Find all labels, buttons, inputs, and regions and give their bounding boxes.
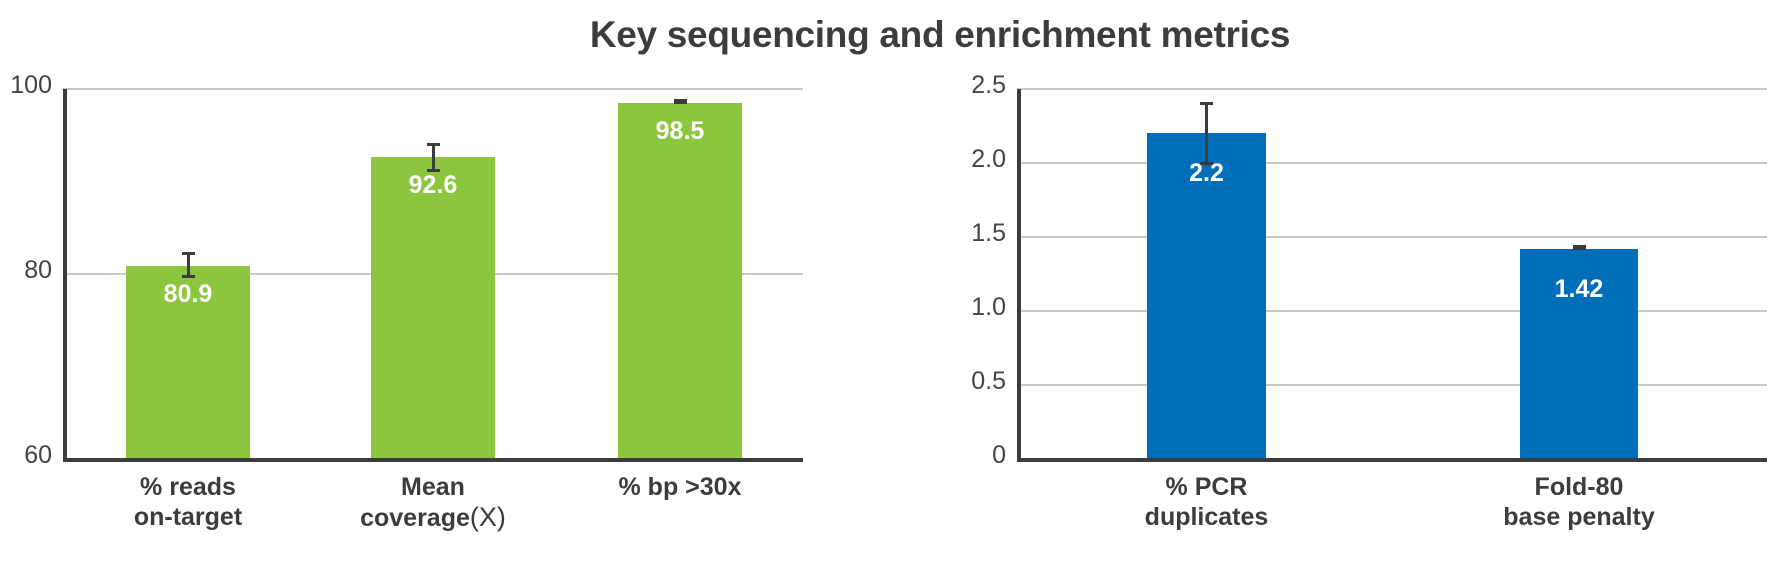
bar-3: 98.5 [618,102,742,459]
bar-2: 92.6 [371,157,495,459]
error-bar-cap-bottom [426,169,440,173]
x-axis-label-text: coverage [360,504,470,532]
x-axis [1017,458,1767,462]
bar-value-label: 98.5 [655,116,705,145]
bar-1: 80.9 [126,265,250,459]
error-bar [180,251,196,278]
bar-value-label: 1.42 [1554,274,1604,303]
y-tick-label: 2.5 [971,71,1006,99]
y-axis [63,89,67,461]
y-tick-label: 60 [24,441,52,469]
y-tick-label: 0.5 [971,367,1006,395]
gridline [1017,236,1767,238]
bar-value-label: 92.6 [408,171,458,200]
error-bar-cap-bottom [1200,161,1213,165]
x-axis-label-line: Mean [401,473,465,501]
x-axis-label-line: on-target [133,503,243,531]
x-axis-label-line: coverage(X) [303,502,563,533]
y-tick-label: 80 [24,256,52,284]
x-axis-label: % reads on-target [58,472,318,532]
error-bar [1571,245,1587,252]
chart-title: Key sequencing and enrichment metrics [589,14,1291,55]
error-bar-stem [431,145,435,171]
x-axis-label: % PCR duplicates [1077,472,1337,532]
y-tick-label: 1.5 [971,219,1006,247]
y-tick-label: 0 [992,441,1006,469]
x-axis-label-line: duplicates [1144,503,1269,531]
gridline [1017,162,1767,164]
gridline [1017,310,1767,312]
error-bar-cap-top [426,143,440,147]
x-axis-label-line: Fold-80 [1534,473,1624,501]
error-bar [425,143,441,173]
bar-2: 1.42 [1520,248,1638,459]
error-bar-cap-bottom [181,274,195,278]
bar-1: 2.2 [1147,133,1266,459]
x-axis-label-line: % bp >30x [618,473,742,501]
error-bar-cap-top [1200,101,1213,105]
y-tick-label: 1.0 [971,293,1006,321]
x-axis-label: Mean coverage(X) [303,472,563,533]
bar-value-label: 80.9 [163,279,213,308]
x-axis-label: % bp >30x [550,472,810,502]
error-bar-stem [186,253,190,276]
gridline [1017,88,1767,90]
error-bar [672,99,688,107]
error-bar-cap [673,99,687,105]
y-tick-label: 100 [10,71,52,99]
x-axis-label: Fold-80 base penalty [1449,472,1709,532]
error-bar [1199,101,1215,165]
x-axis-label-line: % PCR [1165,473,1248,501]
x-axis-label-line: base penalty [1503,503,1655,531]
y-axis [1017,89,1021,461]
error-bar-cap-top [181,251,195,255]
error-bar-stem [1205,103,1208,163]
gridline [1017,384,1767,386]
x-axis-label-unit: (X) [469,502,506,532]
x-axis [63,458,803,462]
gridline [63,88,803,90]
error-bar-cap [1572,245,1586,251]
x-axis-label-line: % reads [140,473,236,501]
y-tick-label: 2.0 [971,145,1006,173]
